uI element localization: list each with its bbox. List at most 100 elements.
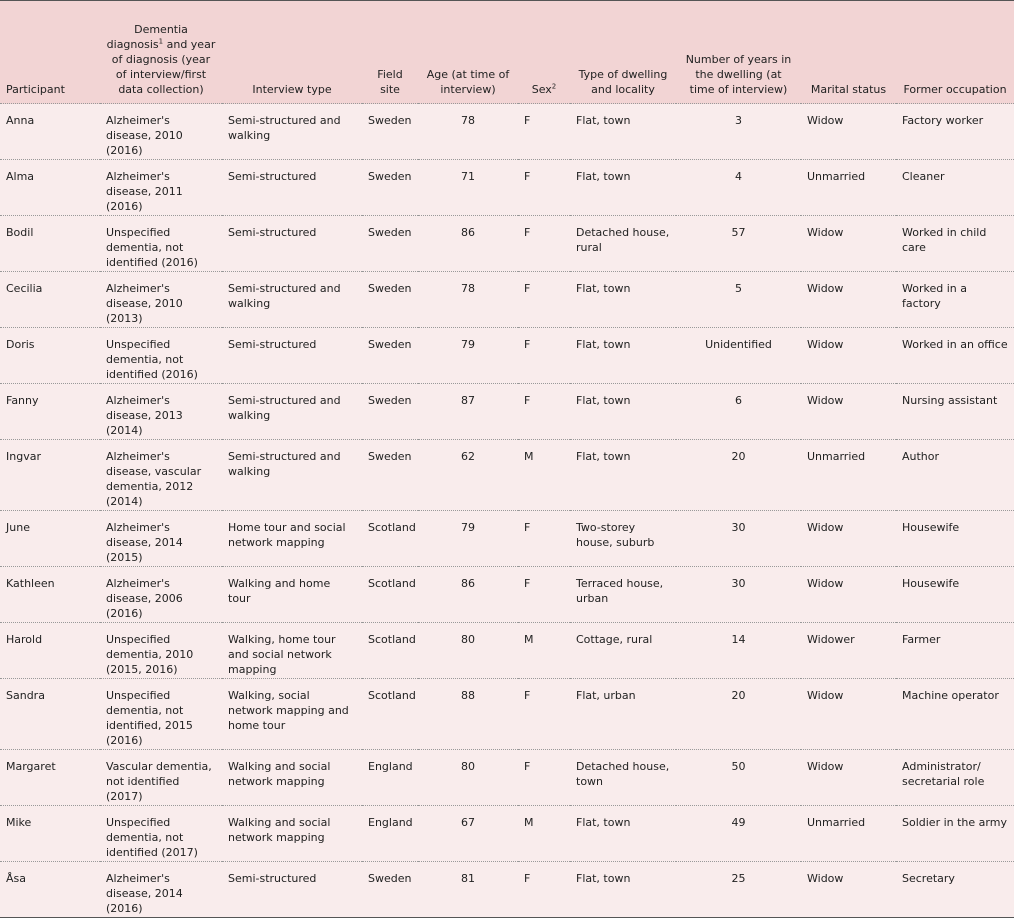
cell: Worked in a factory xyxy=(902,282,967,310)
cell: 14 xyxy=(731,633,746,646)
cell: 86 xyxy=(461,577,475,590)
cell: Secretary xyxy=(902,872,955,885)
cell: Nursing assistant xyxy=(902,394,998,407)
cell: Factory worker xyxy=(902,114,984,127)
cell: Alzheimer's disease, 2013 (2014) xyxy=(106,394,183,437)
cell: Sweden xyxy=(368,450,412,463)
cell: 62 xyxy=(461,450,475,463)
cell: Unmarried xyxy=(807,450,866,463)
cell: 67 xyxy=(461,816,475,829)
column-header: Marital status xyxy=(801,0,896,104)
cell: 50 xyxy=(731,760,746,773)
cell: Sweden xyxy=(368,872,412,885)
cell: Alzheimer's disease, 2011 (2016) xyxy=(106,170,183,213)
cell: Widow xyxy=(807,577,844,590)
cell: Semi-structured and walking xyxy=(228,450,341,478)
cell: Unmarried xyxy=(807,816,866,829)
cell: June xyxy=(6,521,30,534)
cell: 78 xyxy=(461,114,475,127)
cell: 25 xyxy=(731,872,746,885)
table-row: Mike Unspecified dementia, not identified… xyxy=(0,805,1014,862)
cell: Walking, home tour and social network ma… xyxy=(228,633,336,676)
cell: 80 xyxy=(461,760,475,773)
cell: Detached house, rural xyxy=(576,226,670,254)
cell: Flat, town xyxy=(576,450,631,463)
cell: Vascular dementia, not identified (2017) xyxy=(106,760,212,803)
cell: Unspecified dementia, not identified, 20… xyxy=(106,689,193,747)
table-row: Doris Unspecified dementia, not identifie… xyxy=(0,327,1014,384)
cell: Unmarried xyxy=(807,170,866,183)
table-row: Åsa Alzheimer's disease, 2014 (2016) Semi-… xyxy=(0,861,1014,918)
cell: Fanny xyxy=(6,394,39,407)
cell: Housewife xyxy=(902,577,960,590)
cell: Home tour and social network mapping xyxy=(228,521,346,549)
cell: Semi-structured xyxy=(228,170,317,183)
cell: 57 xyxy=(731,226,746,239)
header-row: Participant Dementia diagnosis1 and year … xyxy=(0,0,1014,104)
cell: Widow xyxy=(807,872,844,885)
cell: Walking and home tour xyxy=(228,577,331,605)
cell: 78 xyxy=(461,282,475,295)
cell: M xyxy=(524,633,534,646)
cell: 86 xyxy=(461,226,475,239)
header-text: Dementia diagnosis xyxy=(106,23,188,51)
cell: 81 xyxy=(461,872,475,885)
cell: Sweden xyxy=(368,226,412,239)
column-header: Former occupation xyxy=(896,0,1014,104)
table-row: Margaret Vascular dementia, not identifie… xyxy=(0,749,1014,806)
cell: Sweden xyxy=(368,282,412,295)
table-row: Cecilia Alzheimer's disease, 2010 (2013) S… xyxy=(0,271,1014,328)
cell: F xyxy=(524,689,531,702)
cell: Bodil xyxy=(6,226,34,239)
cell: Mike xyxy=(6,816,32,829)
column-header: Number of years in the dwelling (at time… xyxy=(676,0,801,104)
cell: England xyxy=(368,816,413,829)
table-row: Harold Unspecified dementia, 2010 (2015, … xyxy=(0,622,1014,679)
cell: Flat, town xyxy=(576,282,631,295)
cell: Ingvar xyxy=(6,450,41,463)
footnote-marker: 2 xyxy=(551,82,557,91)
table-row: Kathleen Alzheimer's disease, 2006 (2016)… xyxy=(0,566,1014,623)
cell: Administrator/ secretarial role xyxy=(902,760,985,788)
cell: Scotland xyxy=(368,633,416,646)
cell: F xyxy=(524,872,531,885)
column-header: Sex2 xyxy=(518,0,570,104)
cell: Unidentified xyxy=(705,338,772,351)
cell: 4 xyxy=(735,170,742,183)
cell: Terraced house, urban xyxy=(576,577,664,605)
cell: Widow xyxy=(807,226,844,239)
cell: 3 xyxy=(735,114,742,127)
cell: Unspecified dementia, not identified (20… xyxy=(106,226,198,269)
cell: Worked in an office xyxy=(902,338,1008,351)
cell: M xyxy=(524,450,534,463)
table-row: Ingvar Alzheimer's disease, vascular deme… xyxy=(0,439,1014,511)
cell: Kathleen xyxy=(6,577,55,590)
table-row: Alma Alzheimer's disease, 2011 (2016) Semi… xyxy=(0,159,1014,216)
cell: Alzheimer's disease, vascular dementia, … xyxy=(106,450,202,508)
cell: Farmer xyxy=(902,633,941,646)
column-header: Age (at time of interview) xyxy=(418,0,518,104)
cell: Scotland xyxy=(368,577,416,590)
cell: Detached house, town xyxy=(576,760,670,788)
cell: Walking and social network mapping xyxy=(228,816,331,844)
cell: Flat, town xyxy=(576,114,631,127)
cell: Semi-structured xyxy=(228,226,317,239)
cell: Anna xyxy=(6,114,35,127)
cell: Machine operator xyxy=(902,689,999,702)
cell: Semi-structured and walking xyxy=(228,394,341,422)
cell: 30 xyxy=(731,521,746,534)
cell: Margaret xyxy=(6,760,56,773)
cell: Semi-structured and walking xyxy=(228,114,341,142)
cell: Flat, town xyxy=(576,816,631,829)
cell: Widower xyxy=(807,633,855,646)
column-header: Dementia diagnosis1 and year of diagnosi… xyxy=(100,0,222,104)
column-header: Type of dwelling and locality xyxy=(570,0,676,104)
cell: 20 xyxy=(731,450,746,463)
cell: 80 xyxy=(461,633,475,646)
cell: Sweden xyxy=(368,170,412,183)
column-header: Interview type xyxy=(222,0,362,104)
cell: Cecilia xyxy=(6,282,43,295)
cell: M xyxy=(524,816,534,829)
table-row: Fanny Alzheimer's disease, 2013 (2014) Sem… xyxy=(0,383,1014,440)
